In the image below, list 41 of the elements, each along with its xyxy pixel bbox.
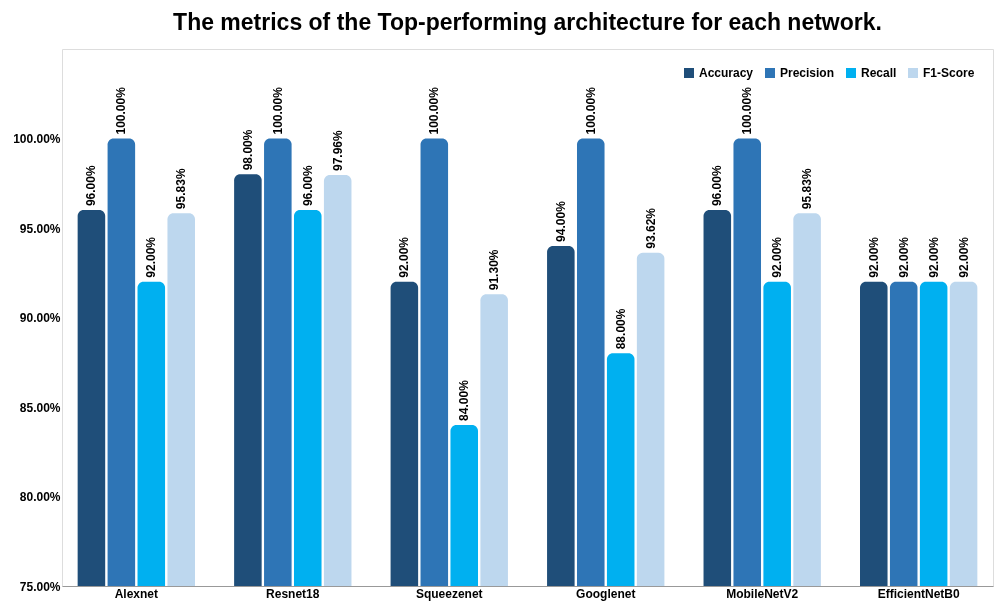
- y-tick-label: 100.00%: [13, 132, 61, 146]
- legend-label: F1-Score: [923, 66, 975, 80]
- y-tick-label: 95.00%: [19, 221, 61, 236]
- legend-label: Accuracy: [699, 66, 754, 80]
- data-label: 100.00%: [427, 86, 442, 135]
- y-tick-label: 80.00%: [19, 490, 61, 504]
- y-tick-label: 90.00%: [19, 311, 61, 325]
- data-label: 100.00%: [114, 86, 129, 135]
- x-tick-label: Alexnet: [114, 586, 158, 601]
- chart-title: The metrics of the Top-performing architecture for each network.: [173, 9, 882, 35]
- data-label: 94.00%: [553, 200, 568, 242]
- data-label: 88.00%: [613, 308, 628, 350]
- data-label: 92.00%: [770, 236, 785, 278]
- data-label: 96.00%: [84, 165, 99, 207]
- legend-label: Recall: [861, 66, 897, 80]
- x-tick-label: Squeezenet: [415, 586, 483, 601]
- data-label: 92.00%: [956, 236, 971, 278]
- x-tick-label: EfficientNetB0: [877, 586, 961, 601]
- data-label: 96.00%: [710, 165, 725, 207]
- data-label: 100.00%: [740, 86, 755, 135]
- y-tick-label: 85.00%: [19, 400, 61, 415]
- data-label: 93.62%: [643, 207, 658, 249]
- x-tick-label: Resnet18: [266, 586, 320, 601]
- x-tick-label: Googlenet: [576, 586, 636, 601]
- legend-label: Precision: [780, 66, 835, 80]
- data-label: 92.00%: [397, 236, 412, 278]
- y-tick-label: 75.00%: [19, 579, 61, 594]
- data-label: 97.96%: [330, 129, 345, 172]
- data-label: 92.00%: [144, 236, 159, 278]
- data-label: 100.00%: [583, 86, 598, 135]
- data-label: 92.00%: [866, 236, 881, 278]
- data-label: 84.00%: [457, 379, 472, 421]
- data-label: 95.83%: [800, 168, 815, 210]
- x-tick-label: MobileNetV2: [726, 586, 799, 601]
- data-label: 92.00%: [896, 236, 911, 278]
- data-label: 95.83%: [174, 168, 189, 210]
- data-label: 98.00%: [240, 129, 255, 171]
- data-label: 96.00%: [300, 165, 315, 207]
- data-label: 91.30%: [487, 249, 502, 291]
- data-label: 92.00%: [926, 236, 941, 278]
- data-label: 100.00%: [270, 86, 285, 135]
